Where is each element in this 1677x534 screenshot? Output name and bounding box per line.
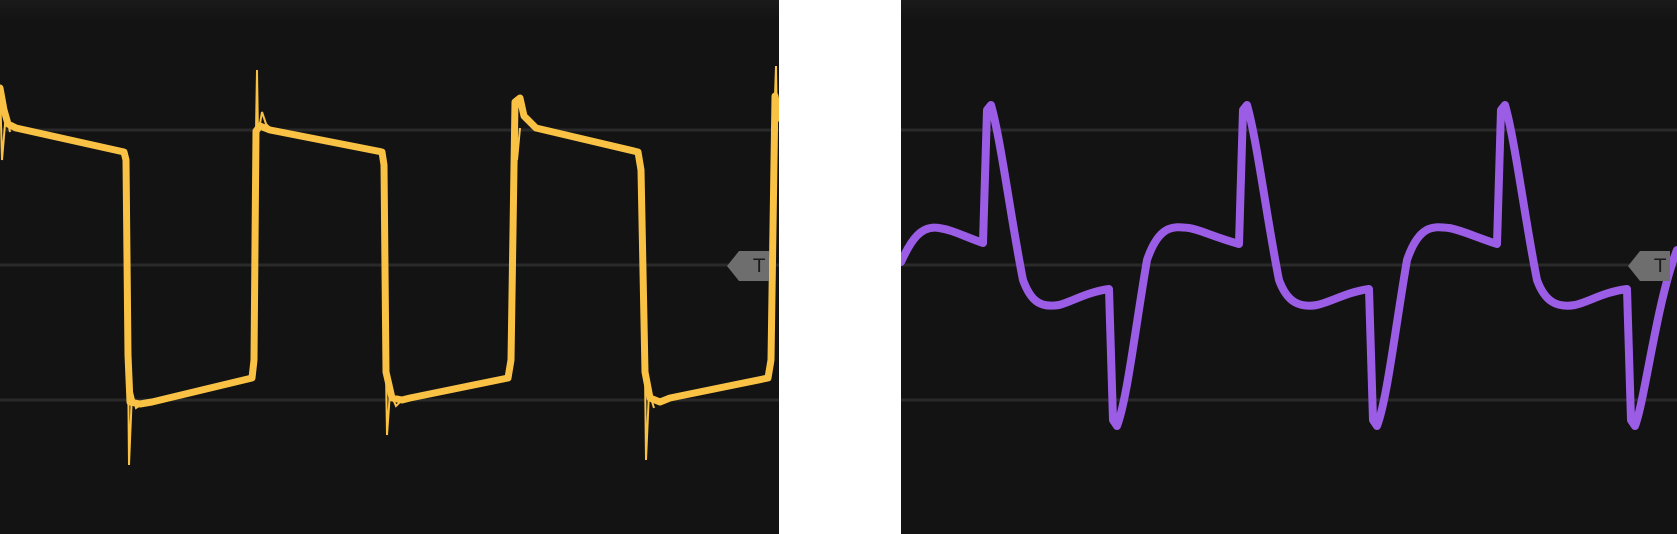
differentiated-wave-display: [901, 101, 1677, 430]
trigger-tag-icon: [727, 251, 769, 281]
differentiated-wave-trace: [901, 101, 1677, 430]
square-wave-ringing: [0, 65, 778, 466]
oscilloscope-panel-right: T: [901, 0, 1677, 534]
trigger-label: T: [1654, 255, 1666, 277]
trigger-marker-left[interactable]: T: [727, 251, 769, 281]
square-wave-trace: [0, 84, 779, 408]
square-wave-display: [0, 65, 779, 466]
panel-top-bar: [0, 0, 779, 18]
oscilloscope-panel-left: T: [0, 0, 779, 534]
trigger-tag-icon: [1628, 251, 1670, 281]
trigger-marker-right[interactable]: T: [1628, 251, 1670, 281]
panel-top-bar: [901, 0, 1677, 18]
trigger-label: T: [753, 255, 765, 277]
